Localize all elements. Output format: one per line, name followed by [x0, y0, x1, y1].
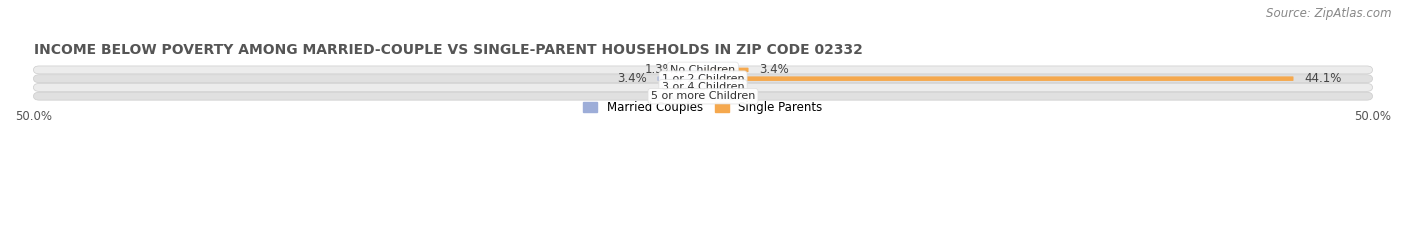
- Text: 0.0%: 0.0%: [659, 90, 689, 103]
- FancyBboxPatch shape: [34, 66, 1372, 74]
- Text: 0.0%: 0.0%: [717, 81, 747, 94]
- FancyBboxPatch shape: [703, 68, 748, 72]
- Text: 5 or more Children: 5 or more Children: [651, 91, 755, 101]
- Text: 1 or 2 Children: 1 or 2 Children: [662, 74, 744, 84]
- Text: No Children: No Children: [671, 65, 735, 75]
- FancyBboxPatch shape: [34, 83, 1372, 91]
- Text: INCOME BELOW POVERTY AMONG MARRIED-COUPLE VS SINGLE-PARENT HOUSEHOLDS IN ZIP COD: INCOME BELOW POVERTY AMONG MARRIED-COUPL…: [34, 43, 862, 57]
- Text: 44.1%: 44.1%: [1305, 72, 1341, 85]
- Text: 0.0%: 0.0%: [659, 81, 689, 94]
- FancyBboxPatch shape: [34, 92, 1372, 100]
- FancyBboxPatch shape: [703, 76, 1294, 81]
- FancyBboxPatch shape: [686, 68, 703, 72]
- Text: 0.0%: 0.0%: [717, 90, 747, 103]
- Text: Source: ZipAtlas.com: Source: ZipAtlas.com: [1267, 7, 1392, 20]
- Text: 3.4%: 3.4%: [759, 63, 789, 76]
- FancyBboxPatch shape: [658, 76, 703, 81]
- Text: 3 or 4 Children: 3 or 4 Children: [662, 82, 744, 93]
- Text: 3.4%: 3.4%: [617, 72, 647, 85]
- Legend: Married Couples, Single Parents: Married Couples, Single Parents: [579, 97, 827, 117]
- FancyBboxPatch shape: [34, 75, 1372, 83]
- Text: 1.3%: 1.3%: [645, 63, 675, 76]
